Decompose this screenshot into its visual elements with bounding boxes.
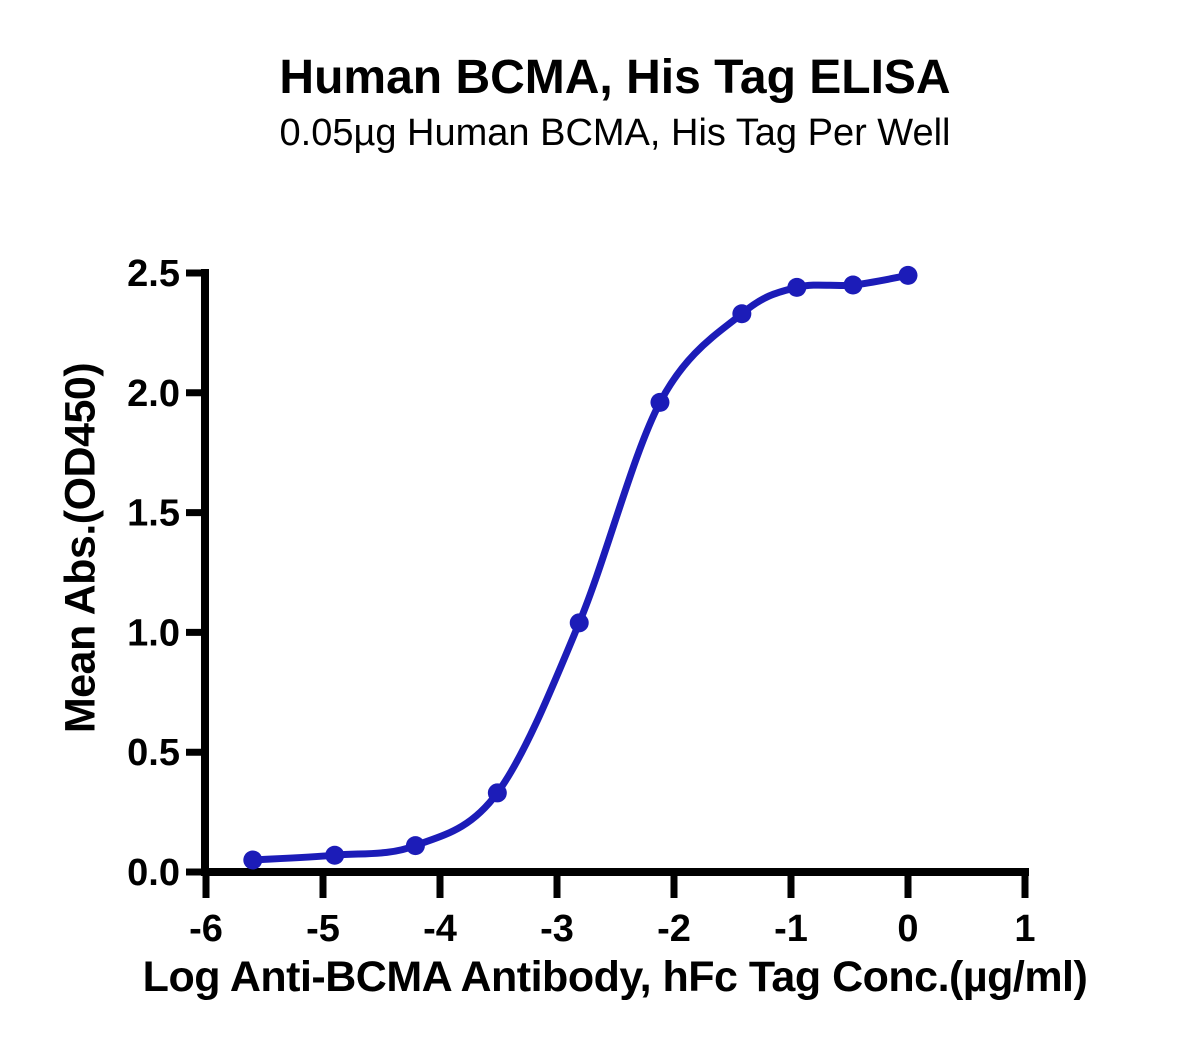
data-point [650, 392, 670, 412]
data-point [898, 265, 918, 285]
x-tick-label: 1 [1014, 908, 1035, 950]
x-tick-label: -5 [306, 908, 340, 950]
x-tick-label: -2 [657, 908, 691, 950]
y-axis-title: Mean Abs.(OD450) [56, 362, 105, 734]
y-tick-label: 0.5 [127, 732, 180, 774]
x-tick-label: -1 [774, 908, 808, 950]
x-tick-label: -6 [189, 908, 223, 950]
data-point [243, 850, 263, 870]
chart-title: Human BCMA, His Tag ELISA [279, 51, 951, 104]
y-tick-label: 2.0 [127, 373, 180, 415]
x-tick-label: -4 [423, 908, 457, 950]
x-axis-title: Log Anti-BCMA Antibody, hFc Tag Conc.(µg… [142, 953, 1088, 1001]
data-point [787, 277, 807, 297]
x-tick-label: 0 [897, 908, 918, 950]
x-tick-label: -3 [540, 908, 574, 950]
y-tick-label: 0.0 [127, 852, 180, 894]
data-point [325, 845, 345, 865]
y-tick-label: 1.5 [127, 493, 180, 535]
data-point [843, 275, 863, 295]
data-point [569, 613, 589, 633]
y-tick-label: 2.5 [127, 253, 180, 295]
data-point [732, 304, 752, 324]
chart-subtitle: 0.05µg Human BCMA, His Tag Per Well [279, 112, 951, 154]
data-point [405, 836, 425, 856]
data-point [487, 783, 507, 803]
y-tick-label: 1.0 [127, 612, 180, 654]
dose-response-curve [249, 271, 912, 864]
